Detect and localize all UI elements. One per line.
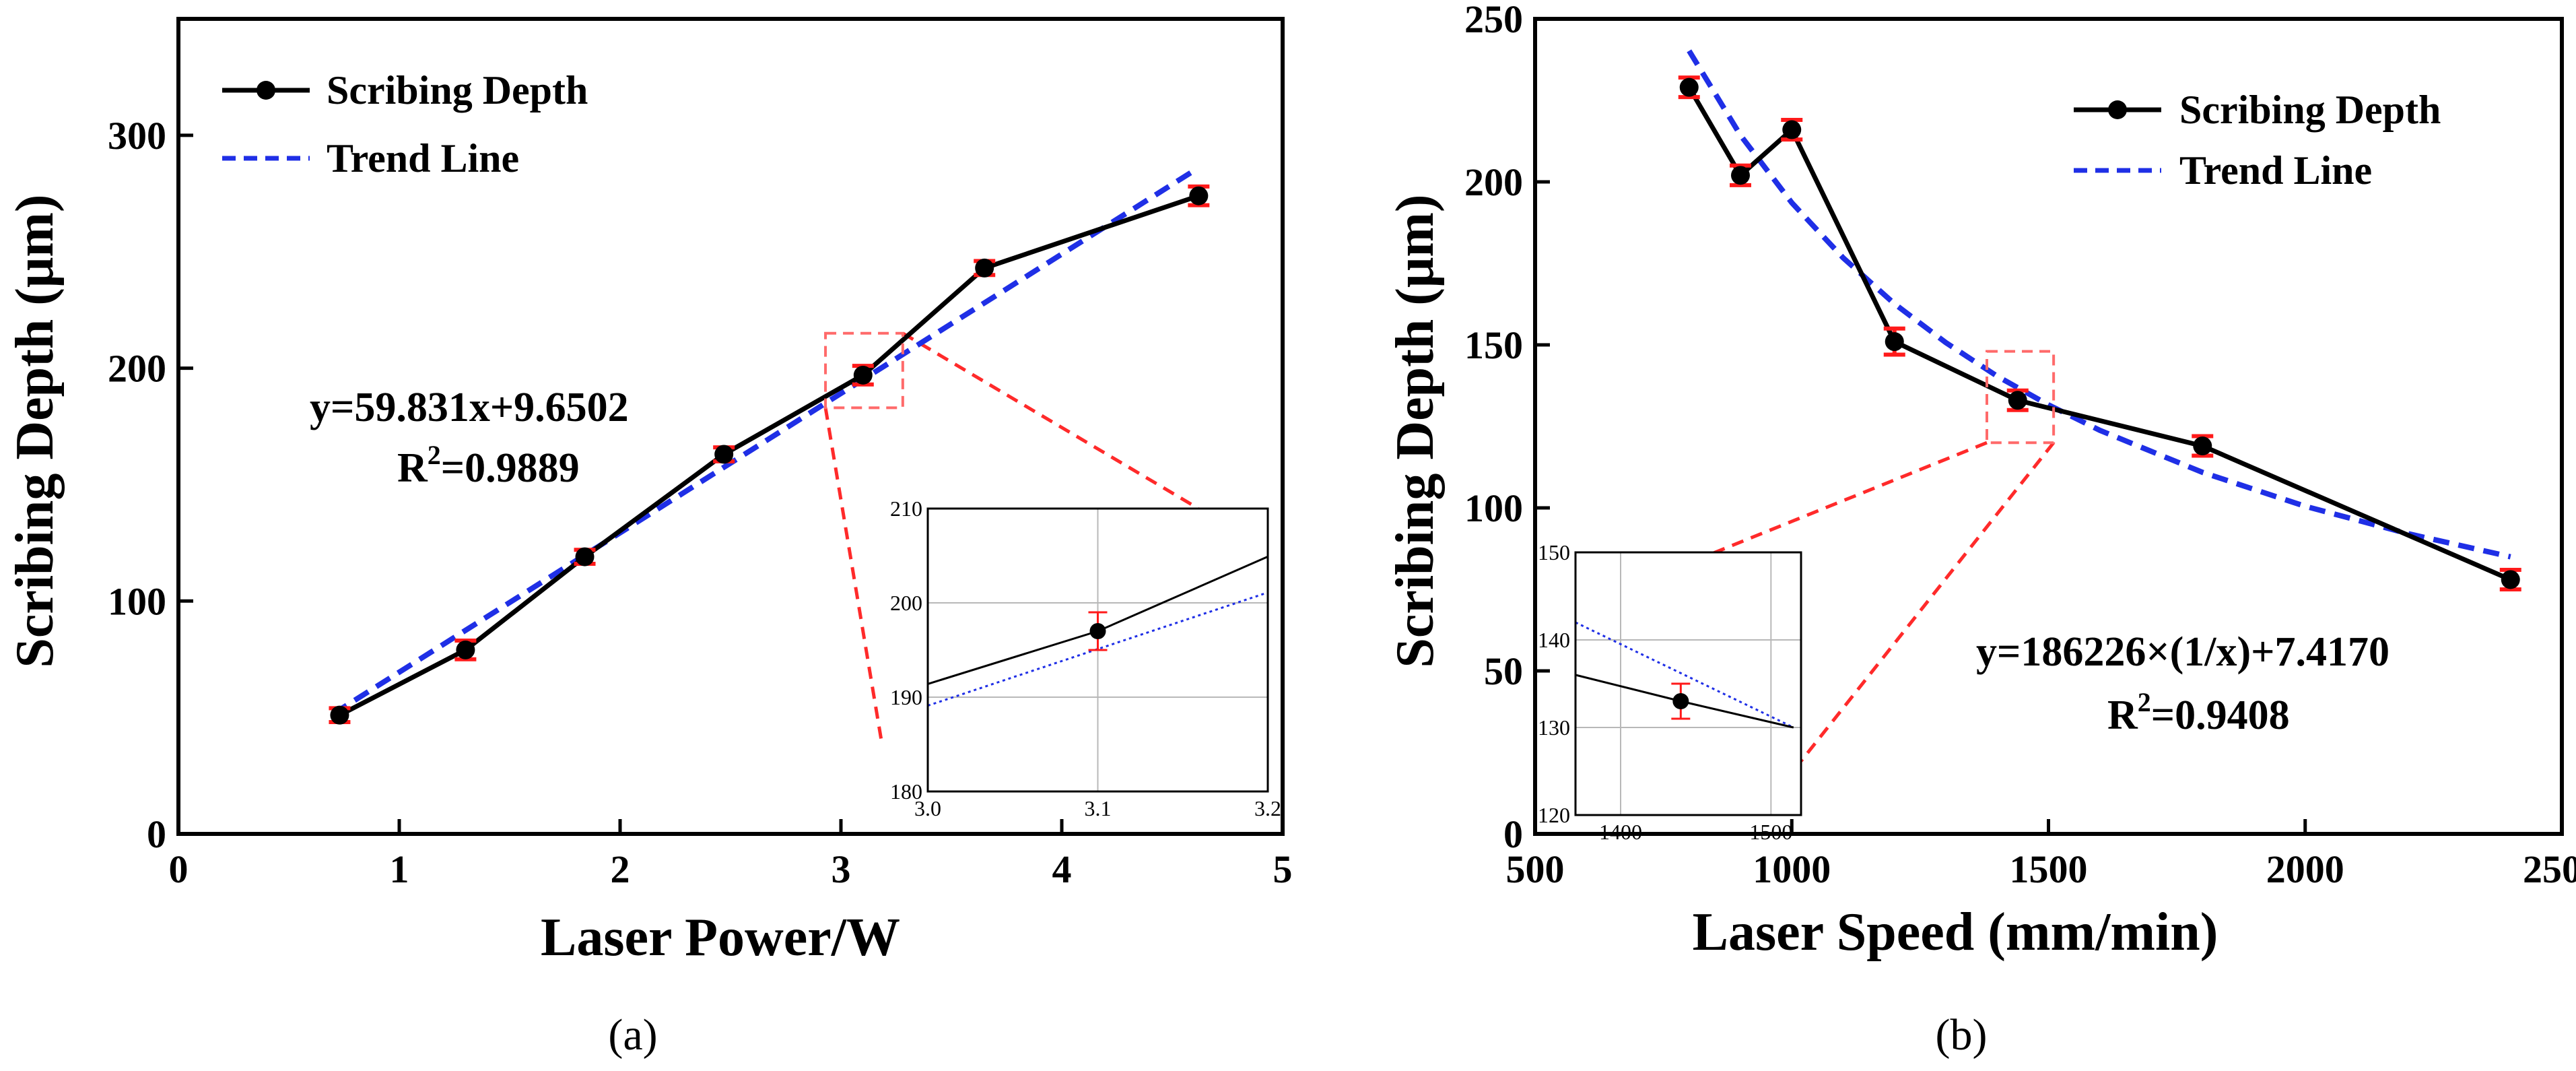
panel-a-y-axis-label: Scribing Depth (μm)	[5, 194, 65, 668]
x-tick-label: 2	[611, 847, 630, 891]
inset-y-tick-label: 210	[890, 496, 922, 521]
legend-depth-label: Scribing Depth	[2179, 88, 2441, 132]
panel-b-x-axis-label: Laser Speed (mm/min)	[1693, 903, 2218, 962]
y-tick-label: 200	[1464, 160, 1523, 204]
legend-depth-swatch-marker	[2108, 100, 2127, 119]
inset-x-tick-label: 3.1	[1085, 796, 1112, 820]
data-point	[2008, 391, 2027, 410]
x-tick-label: 0	[169, 847, 189, 891]
inset-x-tick-label: 3.0	[914, 796, 941, 820]
x-tick-label: 500	[1506, 847, 1565, 891]
legend-depth-swatch-marker	[257, 81, 275, 100]
x-tick-label: 1	[390, 847, 409, 891]
y-tick-label: 150	[1464, 323, 1523, 367]
x-tick-label: 5	[1273, 847, 1293, 891]
y-tick-label: 300	[108, 114, 166, 158]
y-tick-label: 200	[108, 347, 166, 391]
panel-a-chart: 0 1 2 3 4 5 0 100 200 300 Scribing Depth Trend Li…	[5, 17, 1293, 1060]
panel-b-zoom-connector-2	[1800, 441, 2056, 762]
data-point	[1679, 77, 1699, 97]
inset-x-tick-label: 3.2	[1254, 796, 1281, 820]
inset-y-tick-label: 200	[890, 591, 922, 615]
inset-x-tick-label: 1400	[1599, 820, 1642, 844]
panel-a-legend: Scribing Depth Trend Line	[222, 68, 588, 181]
panel-a-equation: y=59.831x+9.6502	[310, 385, 629, 430]
inset-y-tick-label: 140	[1538, 628, 1570, 652]
legend-depth-label: Scribing Depth	[327, 68, 588, 112]
legend-trend-label: Trend Line	[2179, 148, 2372, 193]
y-tick-label: 100	[108, 579, 166, 623]
y-tick-label: 250	[1464, 0, 1523, 41]
panel-b-caption: (b)	[1936, 1010, 1988, 1060]
inset-y-tick-label: 120	[1538, 803, 1570, 827]
data-point	[2501, 570, 2520, 589]
x-tick-label: 3	[832, 847, 851, 891]
panel-a-r-squared: R2=0.9889	[397, 440, 580, 491]
data-point	[575, 547, 595, 566]
data-point	[1885, 332, 1904, 352]
trend-line-series	[1687, 49, 2511, 560]
inset-data-point	[1089, 623, 1106, 639]
panel-a-zoom-connector-1	[902, 331, 1200, 511]
inset-x-tick-label: 1500	[1749, 820, 1792, 844]
data-point	[2193, 436, 2212, 456]
panel-b-equation: y=186226×(1/x)+7.4170	[1976, 629, 2389, 675]
data-point	[714, 445, 734, 464]
y-tick-label: 0	[1503, 812, 1523, 856]
panel-a-caption: (a)	[608, 1010, 657, 1060]
panel-b-legend: Scribing Depth Trend Line	[2074, 88, 2441, 193]
inset-y-tick-label: 130	[1538, 715, 1570, 740]
x-tick-label: 1000	[1753, 847, 1831, 891]
inset-y-tick-label: 190	[890, 685, 922, 709]
inset-y-tick-label: 150	[1538, 540, 1570, 564]
scribing-depth-series-line	[1687, 86, 2512, 582]
inset-trend-line	[1575, 621, 1794, 729]
inset-y-tick-label: 180	[890, 779, 922, 804]
trend-line-series	[331, 168, 1196, 717]
panel-b-inset: 120 130 140 150 1400 1500	[1538, 540, 1802, 844]
data-point	[330, 705, 349, 725]
data-point	[975, 258, 994, 278]
panel-a-inset: 180 190 200 210 3.0 3.1 3.2	[890, 496, 1281, 820]
y-tick-label: 50	[1484, 649, 1523, 693]
data-point	[1731, 166, 1750, 185]
data-point	[1782, 120, 1802, 139]
panel-a-zoom-box	[824, 331, 904, 410]
inset-trend-line	[927, 591, 1268, 707]
data-point	[853, 365, 873, 385]
inset-frame	[926, 507, 1269, 793]
panel-a-plot-frame	[176, 17, 1285, 836]
y-tick-label: 100	[1464, 486, 1523, 530]
panel-a-zoom-connector-2	[823, 407, 884, 745]
data-point	[456, 640, 475, 659]
data-point	[1189, 186, 1209, 205]
legend-trend-label: Trend Line	[327, 136, 519, 181]
x-tick-label: 1500	[2010, 847, 2088, 891]
x-tick-label: 4	[1052, 847, 1072, 891]
inset-frame	[1574, 551, 1802, 816]
panel-b-r-squared: R2=0.9408	[2107, 687, 2290, 738]
panel-b-zoom-box	[1986, 350, 2056, 445]
panel-b-zoom-connector-1	[1706, 441, 1988, 558]
panel-a-x-axis-label: Laser Power/W	[541, 908, 900, 967]
y-tick-label: 0	[147, 812, 166, 856]
x-tick-label: 2000	[2266, 847, 2344, 891]
inset-data-point	[1672, 693, 1689, 709]
panel-b-y-axis-label: Scribing Depth (μm)	[1386, 194, 1445, 668]
